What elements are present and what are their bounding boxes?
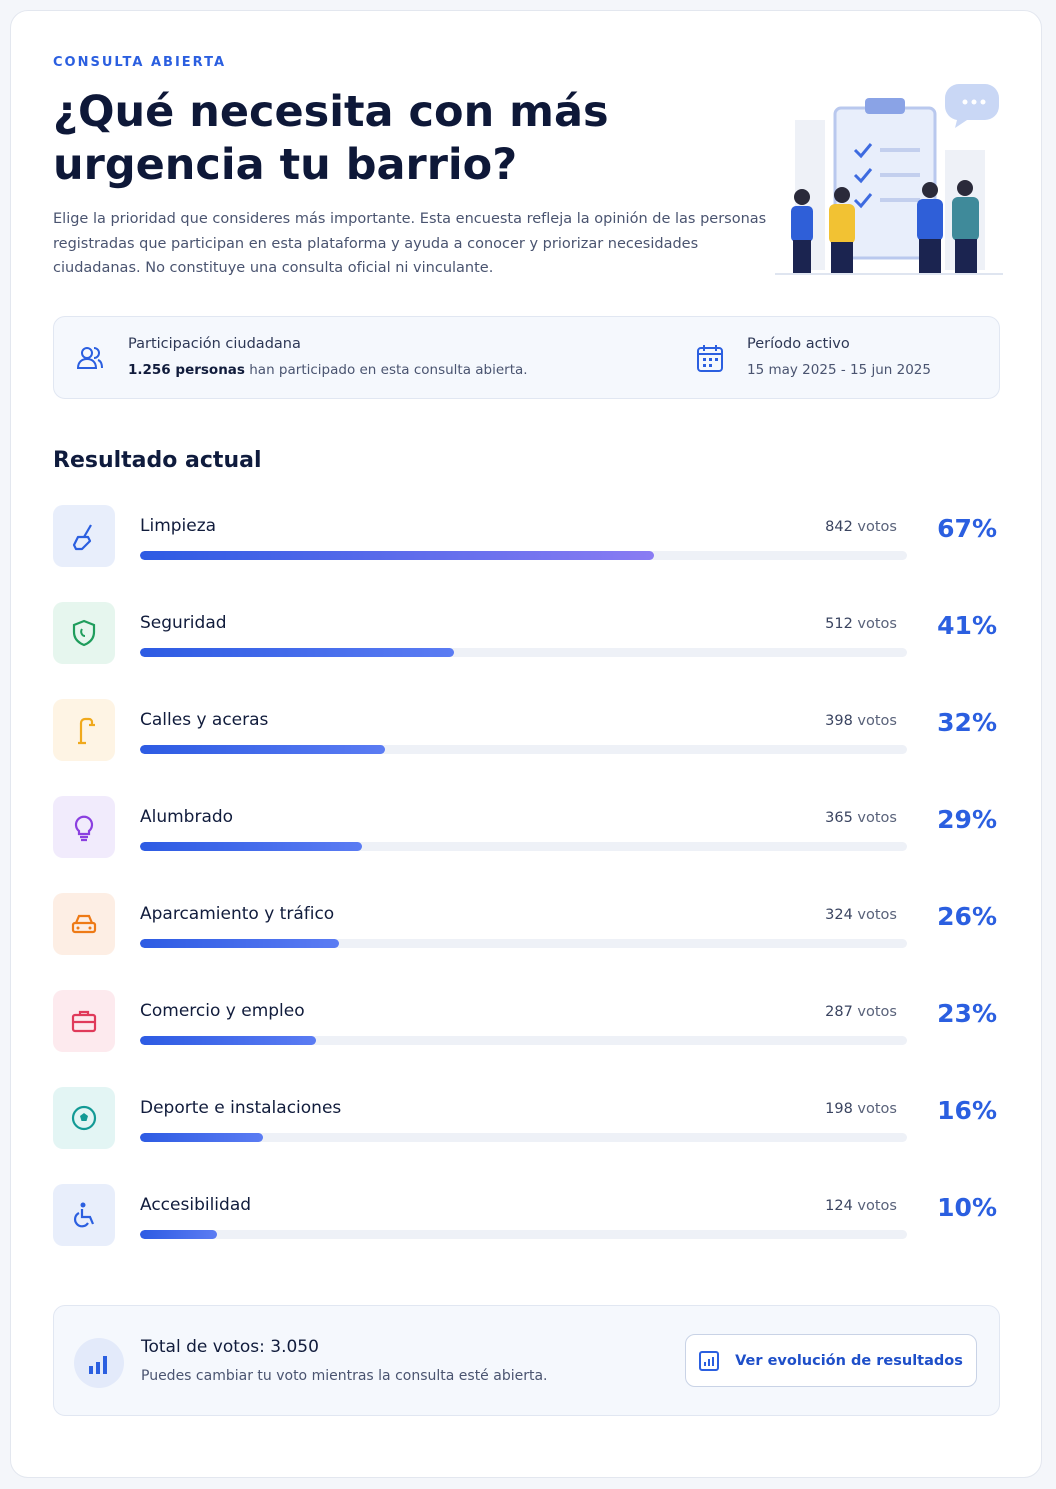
- bar-track: [140, 939, 907, 948]
- category-icon: [53, 990, 115, 1052]
- footer-note: Puedes cambiar tu voto mientras la consu…: [141, 1368, 548, 1384]
- vote-count: 512 votos: [747, 616, 897, 632]
- illustration: [775, 84, 1003, 275]
- icon-glyph: [71, 1105, 97, 1131]
- vote-unit: votos: [857, 1101, 897, 1117]
- eyebrow: CONSULTA ABIERTA: [53, 55, 227, 70]
- percent-label: 23%: [937, 999, 997, 1028]
- vote-number: 365: [825, 810, 853, 826]
- bar-track: [140, 1133, 907, 1142]
- category-label: Seguridad: [140, 613, 227, 633]
- vote-number: 398: [825, 713, 853, 729]
- icon-glyph: [72, 524, 92, 551]
- category-icon: [53, 699, 115, 761]
- bar: [140, 551, 654, 560]
- category-label: Calles y aceras: [140, 710, 269, 730]
- vote-unit: votos: [857, 810, 897, 826]
- results-title: Resultado actual: [53, 448, 262, 473]
- category-icon: [53, 893, 115, 955]
- people-icon: [76, 347, 103, 369]
- category-label: Alumbrado: [140, 807, 234, 827]
- category-label: Aparcamiento y tráfico: [140, 904, 335, 924]
- vote-number: 324: [825, 907, 853, 923]
- bar: [140, 648, 455, 657]
- page-title: ¿Qué necesita con más urgencia tu barrio…: [53, 87, 609, 190]
- vote-count: 365 votos: [747, 810, 897, 826]
- category-icon: [53, 1184, 115, 1246]
- participation-title: Participación ciudadana: [128, 336, 301, 352]
- stats-icon: [74, 1338, 124, 1388]
- vote-count: 124 votos: [747, 1198, 897, 1214]
- category-label: Limpieza: [140, 516, 217, 536]
- button-label: Ver evolución de resultados: [735, 1352, 963, 1369]
- bar: [140, 745, 386, 754]
- bar: [140, 1230, 217, 1239]
- percent-label: 32%: [937, 708, 997, 737]
- participation-text: 1.256 personas han participado en esta c…: [128, 362, 528, 378]
- category-label: Deporte e instalaciones: [140, 1098, 342, 1118]
- vote-unit: votos: [857, 1004, 897, 1020]
- icon-glyph: [78, 717, 95, 745]
- percent-label: 29%: [937, 805, 997, 834]
- total-votes: Total de votos: 3.050: [141, 1337, 319, 1357]
- bar-track: [140, 551, 907, 560]
- vote-number: 287: [825, 1004, 853, 1020]
- category-icon: [53, 1087, 115, 1149]
- category-icon: [53, 796, 115, 858]
- bar-track: [140, 1036, 907, 1045]
- vote-number: 512: [825, 616, 853, 632]
- bar-track: [140, 842, 907, 851]
- bar: [140, 1036, 317, 1045]
- category-icon: [53, 505, 115, 567]
- bar-track: [140, 648, 907, 657]
- vote-count: 287 votos: [747, 1004, 897, 1020]
- category-label: Accesibilidad: [140, 1195, 252, 1215]
- category-label: Comercio y empleo: [140, 1001, 305, 1021]
- bar-track: [140, 745, 907, 754]
- chart-icon: [699, 1350, 720, 1371]
- evolution-button[interactable]: Ver evolución de resultados: [685, 1334, 977, 1387]
- vote-count: 198 votos: [747, 1101, 897, 1117]
- percent-label: 26%: [937, 902, 997, 931]
- vote-unit: votos: [857, 713, 897, 729]
- vote-number: 842: [825, 519, 853, 535]
- percent-label: 10%: [937, 1193, 997, 1222]
- bar: [140, 842, 363, 851]
- vote-count: 842 votos: [747, 519, 897, 535]
- bar-track: [140, 1230, 907, 1239]
- vote-number: 124: [825, 1198, 853, 1214]
- participation-desc: han participado en esta consulta abierta…: [249, 362, 528, 378]
- percent-label: 16%: [937, 1096, 997, 1125]
- icon-glyph: [74, 815, 94, 842]
- calendar-icon: [697, 345, 723, 372]
- period-dates: 15 may 2025 - 15 jun 2025: [747, 362, 931, 378]
- icon-glyph: [71, 914, 97, 934]
- icon-glyph: [71, 1010, 97, 1033]
- icon-glyph: [72, 619, 96, 647]
- vote-unit: votos: [857, 519, 897, 535]
- description: Elige la prioridad que consideres más im…: [53, 211, 767, 276]
- vote-count: 398 votos: [747, 713, 897, 729]
- participation-count: 1.256 personas: [128, 362, 245, 378]
- vote-number: 198: [825, 1101, 853, 1117]
- vote-unit: votos: [857, 1198, 897, 1214]
- bar: [140, 939, 340, 948]
- bar: [140, 1133, 263, 1142]
- period-title: Período activo: [747, 336, 850, 352]
- percent-label: 41%: [937, 611, 997, 640]
- vote-unit: votos: [857, 616, 897, 632]
- percent-label: 67%: [937, 514, 997, 543]
- vote-unit: votos: [857, 907, 897, 923]
- category-icon: [53, 602, 115, 664]
- vote-count: 324 votos: [747, 907, 897, 923]
- icon-glyph: [74, 1202, 95, 1228]
- info-panel: Participación ciudadana 1.256 personas h…: [53, 316, 1000, 399]
